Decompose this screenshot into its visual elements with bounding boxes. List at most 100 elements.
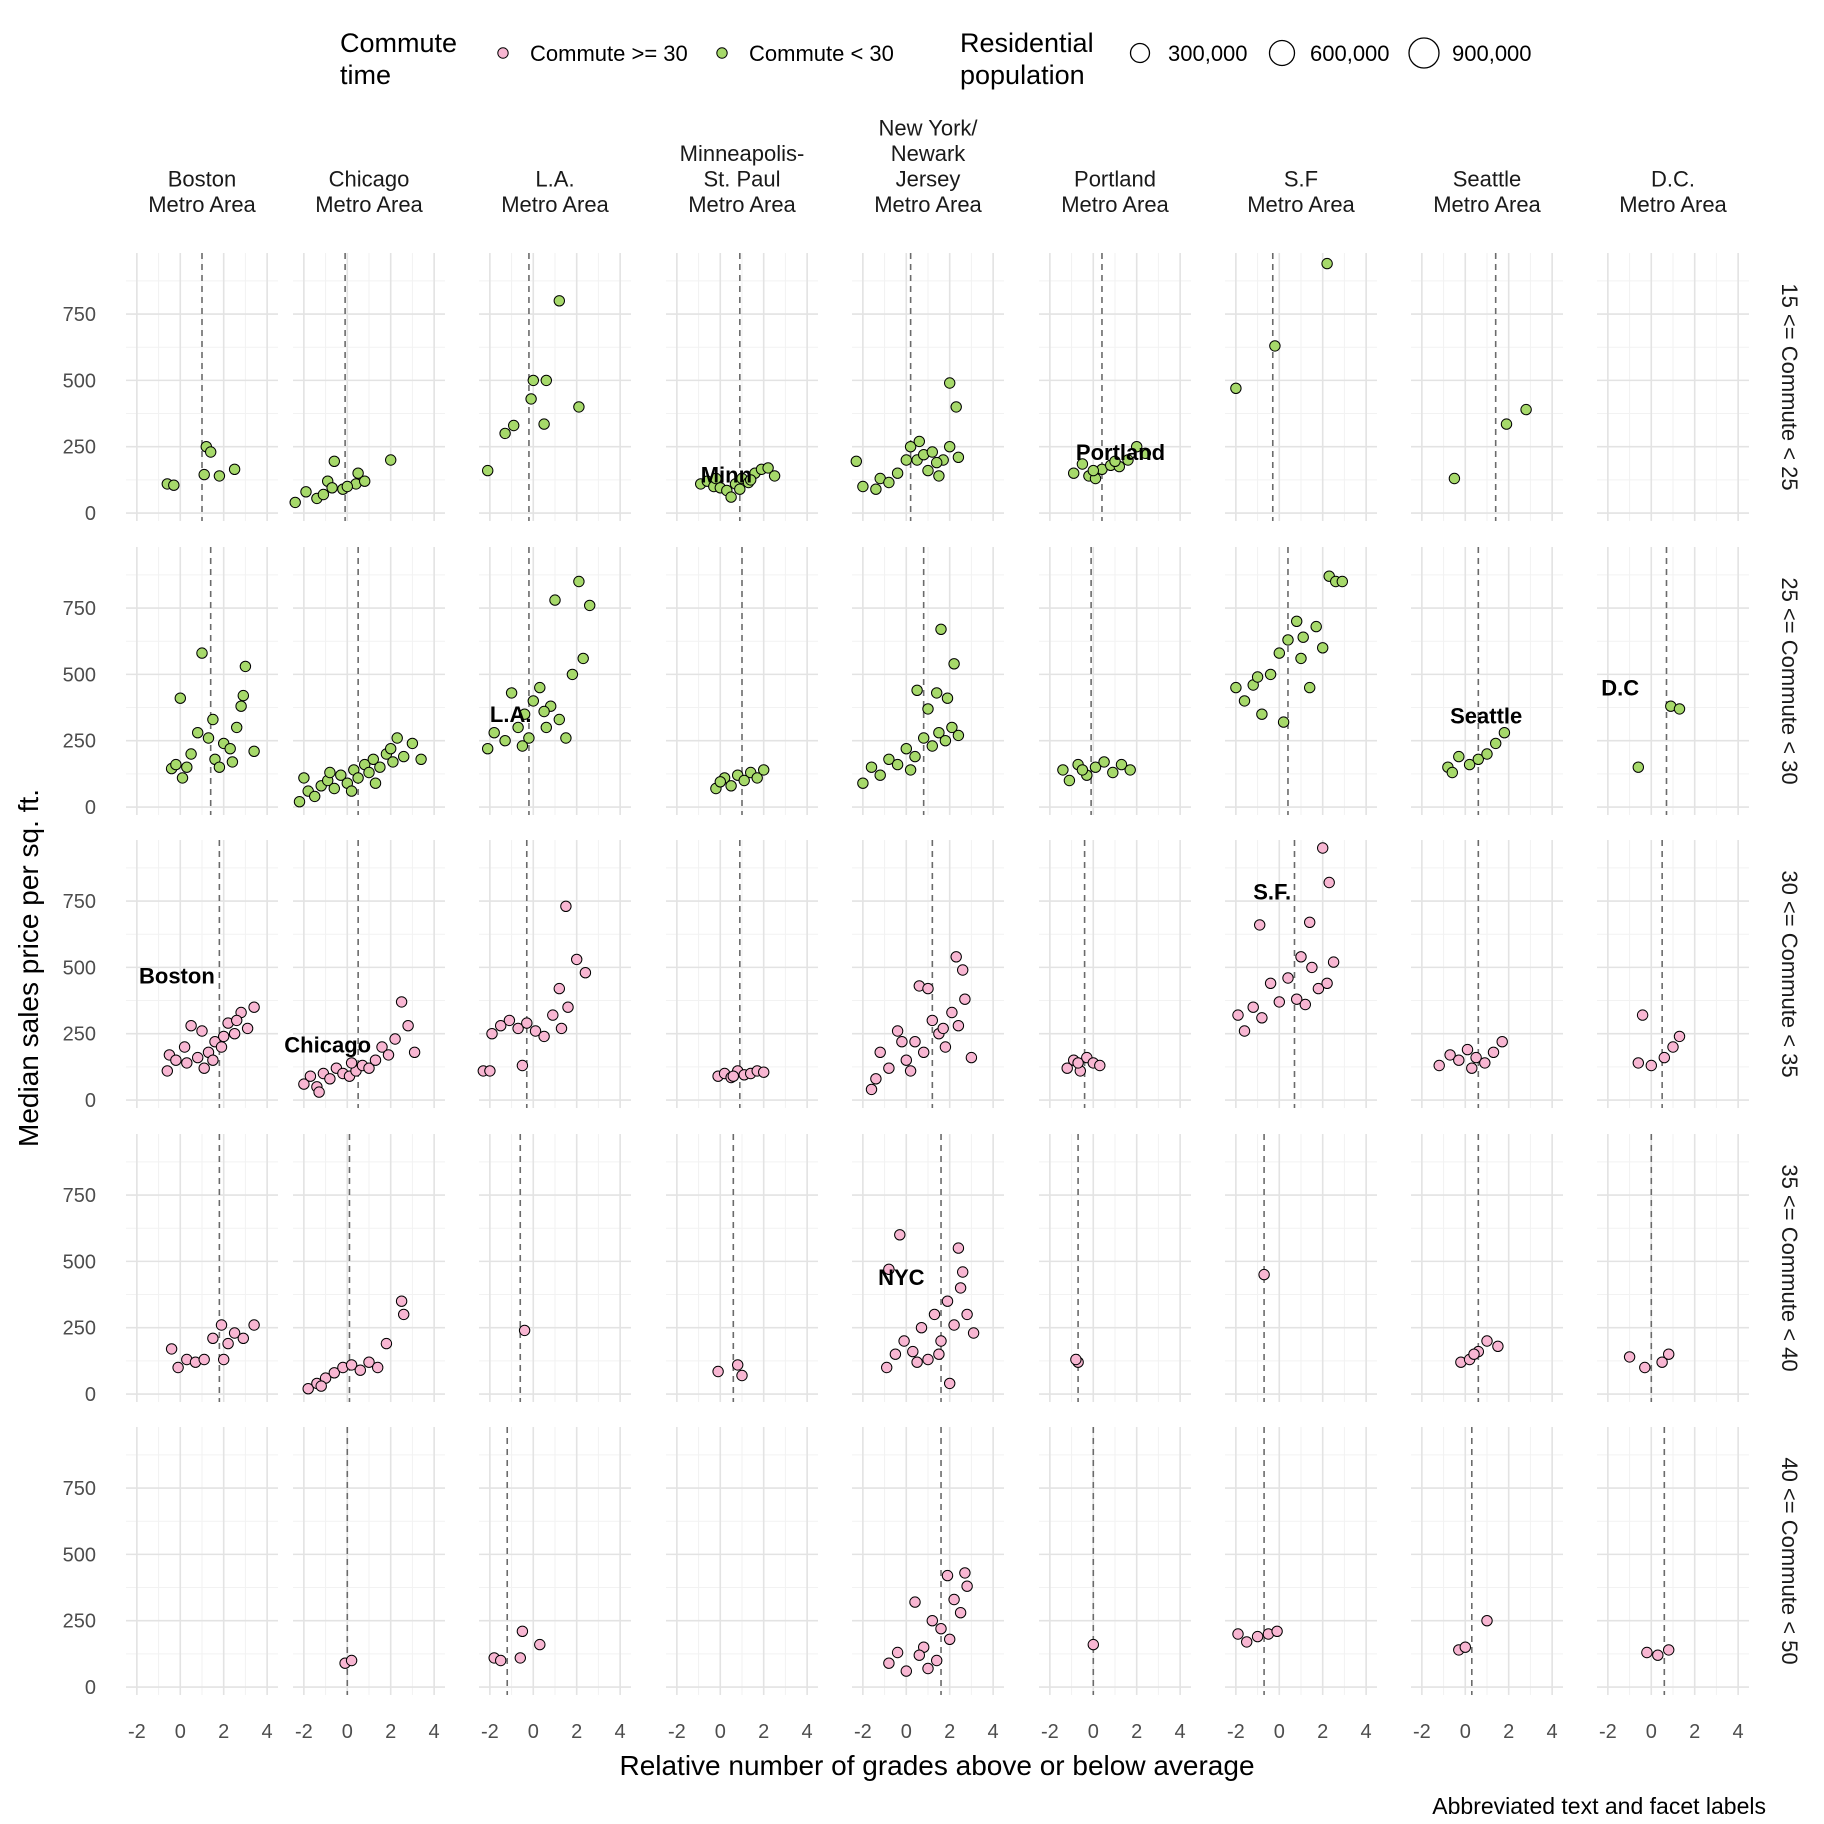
x-tick-label: 0 <box>1460 1721 1471 1743</box>
data-point <box>1470 1051 1482 1064</box>
data-point <box>1498 727 1511 739</box>
data-point <box>486 1028 498 1040</box>
metro-annotation: Portland <box>1076 440 1165 465</box>
data-point <box>758 1066 770 1078</box>
data-point <box>1258 1268 1270 1281</box>
data-point <box>909 750 921 763</box>
data-point <box>192 727 204 739</box>
data-point <box>313 1086 325 1098</box>
data-point <box>922 1662 934 1675</box>
data-point <box>207 1054 219 1066</box>
strip-label-line: Portland <box>1074 167 1156 192</box>
data-point <box>1282 972 1294 984</box>
strip-label-line: Metro Area <box>501 192 609 217</box>
data-point <box>239 660 252 673</box>
data-point <box>918 732 930 744</box>
data-point <box>1472 753 1485 765</box>
data-point <box>1459 1641 1472 1653</box>
data-point <box>1098 756 1110 768</box>
data-point <box>959 993 971 1005</box>
data-point <box>883 1062 895 1074</box>
facet-panel <box>1039 1427 1191 1695</box>
column-strip-label: S.F Metro Area <box>1247 167 1355 218</box>
y-tick-label: 500 <box>63 1544 96 1566</box>
data-point <box>523 732 535 744</box>
y-tick-label: 0 <box>85 797 96 819</box>
column-strip-label: Chicago Metro Area <box>315 167 423 218</box>
strip-label-line: D.C. <box>1651 167 1695 192</box>
x-tick-label: 2 <box>385 1721 396 1743</box>
facet-panel <box>1039 1134 1191 1402</box>
data-point <box>915 1322 928 1334</box>
data-point <box>503 1014 516 1027</box>
data-point <box>161 1065 174 1077</box>
data-point <box>935 623 947 635</box>
data-point <box>1063 774 1076 787</box>
metro-annotation: S.F. <box>1253 880 1291 905</box>
data-point <box>714 776 726 788</box>
row-strip-label: 15 <= Commute < 25 <box>1777 283 1802 490</box>
facet-panel <box>1039 253 1191 521</box>
data-point <box>883 1263 895 1276</box>
data-point <box>508 419 520 432</box>
data-point <box>1295 951 1307 963</box>
data-point <box>328 455 340 467</box>
data-point <box>954 1282 967 1294</box>
data-point <box>874 1046 886 1059</box>
data-point <box>380 1337 393 1350</box>
data-point <box>935 1335 947 1347</box>
y-tick-label: 250 <box>63 1318 96 1340</box>
data-point <box>395 996 408 1008</box>
data-point <box>174 692 187 704</box>
data-point <box>293 796 306 808</box>
data-point <box>231 1014 243 1027</box>
x-tick-label: 0 <box>901 1721 912 1743</box>
data-point <box>213 470 226 482</box>
data-point <box>1317 642 1329 654</box>
facet-panel <box>479 1427 631 1695</box>
data-point <box>1636 1009 1649 1021</box>
data-point <box>957 964 969 976</box>
data-point <box>900 1665 912 1677</box>
data-point <box>944 1633 956 1646</box>
data-point <box>736 1369 748 1382</box>
data-point <box>1139 447 1152 459</box>
data-point <box>1254 919 1266 931</box>
data-point <box>1256 1012 1268 1024</box>
data-point <box>941 1569 954 1582</box>
data-point <box>952 1019 965 1032</box>
data-point <box>218 1353 230 1366</box>
data-point <box>512 721 524 734</box>
data-point <box>369 777 382 789</box>
data-point <box>1623 1351 1636 1363</box>
data-point <box>1107 766 1119 779</box>
data-point <box>922 982 934 995</box>
data-point <box>738 774 750 787</box>
data-point <box>926 1014 938 1027</box>
y-tick-label: 500 <box>63 664 96 686</box>
data-point <box>1481 1615 1493 1627</box>
data-point <box>918 1046 930 1059</box>
data-point <box>1444 1049 1456 1061</box>
facet-panel <box>1225 547 1377 815</box>
data-point <box>562 1001 574 1013</box>
data-point <box>1433 1059 1445 1072</box>
data-point <box>521 1017 533 1029</box>
data-point <box>952 729 965 742</box>
data-point <box>1321 977 1333 989</box>
facet-panel <box>666 253 818 521</box>
x-tick-label: -2 <box>668 1721 686 1743</box>
data-point <box>922 1353 934 1366</box>
facet-panel <box>1039 547 1191 815</box>
data-point <box>1312 982 1325 995</box>
data-point <box>196 647 208 659</box>
data-point <box>1094 1059 1106 1072</box>
data-point <box>939 735 952 747</box>
caption: Abbreviated text and facet labels <box>1432 1793 1766 1819</box>
facet-panel <box>126 1427 278 1695</box>
data-point <box>505 687 518 699</box>
data-point <box>904 764 917 776</box>
data-point <box>1461 1043 1474 1056</box>
data-point <box>883 1657 895 1669</box>
row-strip-label: 40 <= Commute < 50 <box>1777 1457 1802 1664</box>
